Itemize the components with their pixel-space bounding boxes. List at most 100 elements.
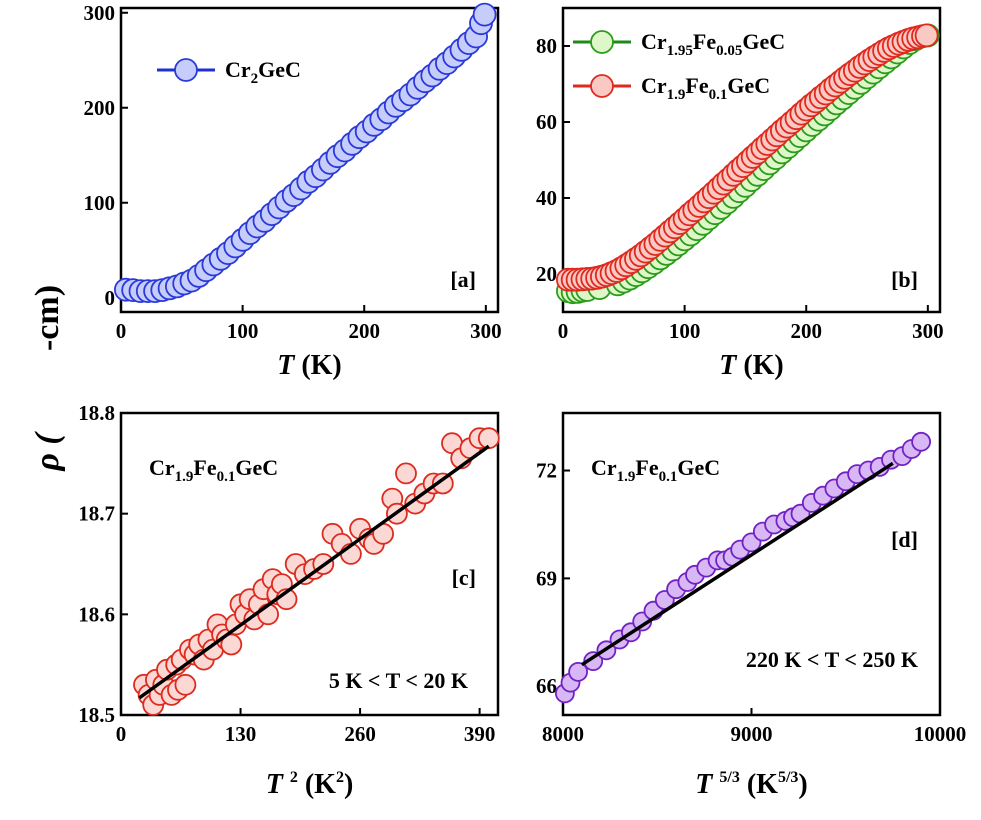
inset-compound-label-part: 1.9 <box>175 469 194 485</box>
y-tick-label: 18.6 <box>78 602 115 626</box>
legend-label-part: 0.05 <box>716 43 742 59</box>
legend-label-part: 1.95 <box>667 43 693 59</box>
fit-range-note: 220 K < T < 250 K <box>746 647 918 672</box>
inset-compound-label-part: GeC <box>235 455 278 480</box>
x-axis-label-part: (K <box>740 769 778 800</box>
legend-label-part: Cr <box>225 57 251 82</box>
x-tick-label: 100 <box>227 319 259 343</box>
legend-label: Cr1.95Fe0.05GeC <box>641 29 785 59</box>
panel-tag: [a] <box>450 267 476 292</box>
legend-label-part: 0.1 <box>709 87 728 103</box>
linear-fit-line <box>138 444 490 700</box>
inset-compound-label-part: Fe <box>635 455 658 480</box>
legend-entry: Cr2GeC <box>157 57 301 87</box>
panel-tag: [d] <box>891 527 918 552</box>
panel-d: 8000 9000 10000 66 69 72 T 5/3 (K5/3) [d] Cr1.9F… <box>536 411 967 800</box>
legend-marker <box>174 58 198 82</box>
data-point <box>431 472 454 495</box>
inset-compound-label: Cr1.9Fe0.1GeC <box>591 455 720 485</box>
legend-marker <box>590 30 614 54</box>
legend-label: Cr1.9Fe0.1GeC <box>641 73 770 103</box>
inset-compound-label-part: Cr <box>149 455 175 480</box>
series-0 <box>555 431 931 704</box>
x-tick-label: 0 <box>558 319 569 343</box>
y-tick-label: 69 <box>536 566 557 590</box>
x-axis-label-part: T <box>266 769 285 800</box>
y-tick-label: 18.5 <box>78 703 115 727</box>
x-axis-label: T (K) <box>277 350 342 381</box>
data-point <box>395 462 417 485</box>
x-tick-label: 0 <box>116 319 127 343</box>
y-tick-label: 80 <box>536 34 557 58</box>
x-axis-label-part: ) <box>344 769 353 800</box>
x-tick-label: 200 <box>790 319 822 343</box>
y-tick-label: 40 <box>536 186 557 210</box>
x-axis-label-part <box>712 769 719 800</box>
linear-fit-line <box>580 461 894 667</box>
data-point <box>174 673 197 696</box>
inset-compound-label-part: Fe <box>193 455 216 480</box>
legend-label-part: 2 <box>251 71 259 87</box>
x-axis-label-symbol: T <box>277 350 296 381</box>
legend-label-part: Fe <box>685 73 708 98</box>
x-tick-label: 390 <box>464 722 496 746</box>
data-point <box>472 2 497 27</box>
data-point <box>568 662 588 682</box>
legend-label-part: Cr <box>641 29 667 54</box>
y-tick-label: 20 <box>536 262 557 286</box>
x-tick-label: 10000 <box>914 722 967 746</box>
legend-label: Cr2GeC <box>225 57 301 87</box>
y-tick-label: 66 <box>536 674 557 698</box>
x-axis-label-part: ) <box>798 769 807 800</box>
panel-a: 0 100 200 300 0 100 200 300 T (K) [a] Cr2GeC <box>84 1 502 381</box>
y-tick-label: 72 <box>536 459 557 483</box>
inset-compound-label: Cr1.9Fe0.1GeC <box>149 455 278 485</box>
panel-c: 0 130 260 390 18.5 18.6 18.7 18.8 T 2 (K2) [c] Cr1… <box>78 401 500 800</box>
legend-label-part: GeC <box>727 73 770 98</box>
x-axis-label: T 2 (K2) <box>266 769 354 800</box>
data-point <box>911 431 931 452</box>
x-axis-label-unit: (K) <box>294 350 341 381</box>
series-line <box>125 14 486 293</box>
inset-compound-label-part: 0.1 <box>659 469 678 485</box>
fit-range-note: 5 K < T < 20 K <box>329 668 468 693</box>
x-axis-label: T 5/3 (K5/3) <box>695 769 807 800</box>
inset-compound-label-part: 1.9 <box>617 469 636 485</box>
inset-compound-label-part: 0.1 <box>217 469 236 485</box>
plot-frame <box>119 411 500 717</box>
x-axis-label-symbol: T <box>719 350 738 381</box>
x-tick-label: 130 <box>225 722 257 746</box>
y-tick-label: 60 <box>536 110 557 134</box>
x-axis-label-part <box>283 769 290 800</box>
x-axis-label-part: (K <box>298 769 336 800</box>
plot-frame <box>561 6 942 314</box>
legend-label-part: GeC <box>742 29 785 54</box>
x-axis-label-part: 5/3 <box>719 769 739 786</box>
x-tick-label: 100 <box>669 319 701 343</box>
panel-tag: [c] <box>452 565 476 590</box>
legend-label-part: 1.9 <box>667 87 686 103</box>
legend-label-part: GeC <box>258 57 301 82</box>
x-axis-label-part: 5/3 <box>778 769 798 786</box>
plot-frame <box>119 6 500 314</box>
x-tick-label: 9000 <box>731 722 773 746</box>
y-tick-label: 200 <box>84 96 116 120</box>
x-axis-label-unit: (K) <box>736 350 783 381</box>
shared-y-axis-label-symbol: ρ ( <box>29 431 66 472</box>
x-axis-label-part: 2 <box>336 769 344 786</box>
data-point <box>477 427 500 450</box>
legend-entry: Cr1.9Fe0.1GeC <box>573 73 770 103</box>
panel-tag: [b] <box>891 267 918 292</box>
x-axis-label-part: 2 <box>290 769 298 786</box>
y-tick-label: 100 <box>84 191 116 215</box>
x-axis-label-part: T <box>695 769 714 800</box>
inset-compound-label-part: GeC <box>677 455 720 480</box>
x-tick-label: 260 <box>344 722 376 746</box>
legend-entry: Cr1.95Fe0.05GeC <box>573 29 785 59</box>
y-tick-label: 18.7 <box>78 502 115 526</box>
series-1 <box>556 23 939 292</box>
x-tick-label: 300 <box>470 319 502 343</box>
data-point <box>914 23 939 48</box>
